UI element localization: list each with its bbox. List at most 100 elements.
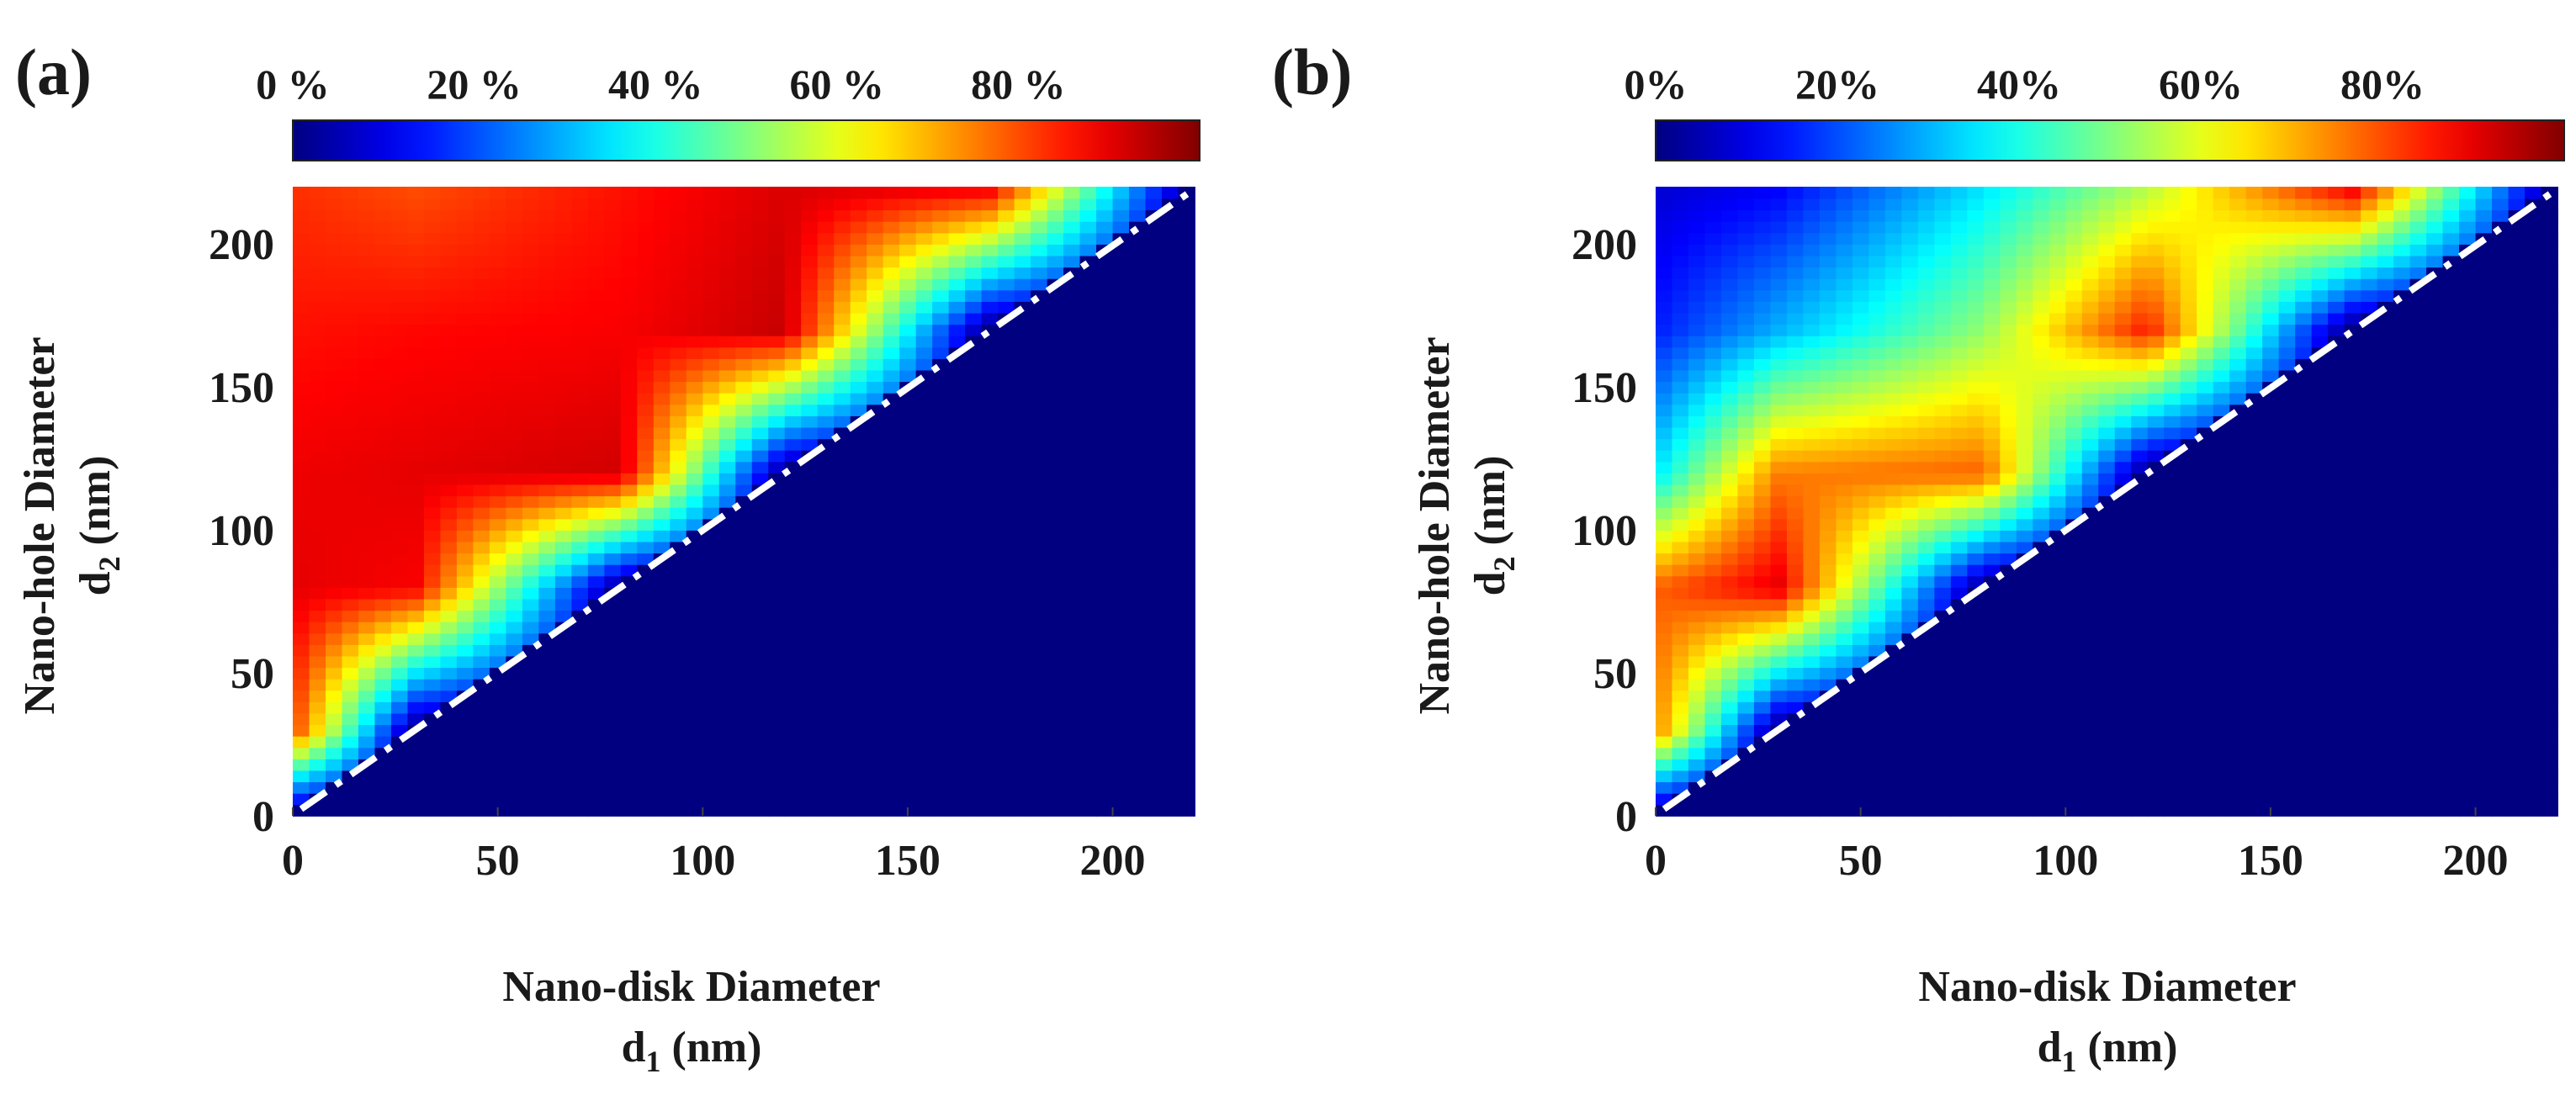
heatmap-cell xyxy=(2278,701,2297,714)
heatmap-cell xyxy=(1901,541,1919,554)
heatmap-cell xyxy=(620,244,639,257)
heatmap-cell xyxy=(1129,473,1147,485)
heatmap-cell xyxy=(653,301,671,314)
heatmap-cell xyxy=(932,392,950,405)
heatmap-cell xyxy=(1934,484,1952,497)
heatmap-cell xyxy=(834,804,851,817)
heatmap-cell xyxy=(1129,655,1147,669)
heatmap-cell xyxy=(834,461,851,473)
heatmap-cell xyxy=(2278,541,2297,554)
heatmap-cell xyxy=(718,781,737,794)
heatmap-cell xyxy=(1917,438,1936,451)
heatmap-cell xyxy=(358,438,376,451)
heatmap-cell xyxy=(1031,632,1048,645)
heatmap-cell xyxy=(1836,747,1853,759)
heatmap-cell xyxy=(1803,621,1821,634)
heatmap-cell xyxy=(390,244,409,257)
heatmap-cell xyxy=(1656,632,1673,645)
heatmap-cell xyxy=(2508,563,2526,577)
heatmap-cell xyxy=(981,518,999,531)
heatmap-cell xyxy=(981,587,999,600)
heatmap-cell xyxy=(604,404,622,416)
heatmap-cell xyxy=(2000,747,2017,759)
heatmap-cell xyxy=(2098,484,2116,497)
heatmap-cell xyxy=(423,495,442,508)
heatmap-cell xyxy=(325,690,343,702)
heatmap-cell xyxy=(2278,724,2297,737)
heatmap-cell xyxy=(1178,335,1195,348)
heatmap-cell xyxy=(1145,426,1163,440)
heatmap-cell xyxy=(2098,678,2116,691)
heatmap-cell xyxy=(456,655,474,669)
heatmap-cell xyxy=(522,209,540,222)
heatmap-cell xyxy=(2262,712,2280,726)
heatmap-cell xyxy=(718,198,737,211)
heatmap-cell xyxy=(686,770,704,783)
heatmap-cell xyxy=(2114,553,2133,565)
heatmap-cell xyxy=(620,804,639,817)
heatmap-cell xyxy=(1852,712,1870,726)
heatmap-cell xyxy=(293,701,310,714)
heatmap-cell xyxy=(538,461,556,473)
heatmap-cell xyxy=(899,598,917,611)
heatmap-cell xyxy=(554,232,573,245)
heatmap-cell xyxy=(2508,621,2526,634)
heatmap-cell xyxy=(1983,575,2001,588)
heatmap-cell xyxy=(817,701,835,714)
heatmap-cell xyxy=(735,187,753,199)
heatmap-cell xyxy=(2377,759,2394,771)
heatmap-cell xyxy=(489,267,507,279)
heatmap-cell xyxy=(342,587,359,600)
heatmap-cell xyxy=(899,198,917,211)
heatmap-cell xyxy=(1852,415,1870,428)
heatmap-cell xyxy=(2459,724,2477,737)
heatmap-cell xyxy=(915,244,934,257)
heatmap-cell xyxy=(718,553,737,565)
heatmap-cell xyxy=(407,530,425,542)
heatmap-cell xyxy=(718,712,737,726)
heatmap-cell xyxy=(2278,598,2297,611)
heatmap-cell xyxy=(571,804,589,817)
heatmap-cell xyxy=(948,187,967,199)
heatmap-cell xyxy=(834,495,851,508)
heatmap-cell xyxy=(1162,667,1179,680)
heatmap-cell xyxy=(554,553,573,565)
heatmap-cell xyxy=(1145,187,1163,199)
heatmap-cell xyxy=(522,701,540,714)
heatmap-cell xyxy=(1145,632,1163,645)
heatmap-cell xyxy=(1162,759,1179,771)
heatmap-cell xyxy=(407,712,425,726)
heatmap-cell xyxy=(768,781,786,794)
heatmap-cell xyxy=(718,278,737,291)
heatmap-cell xyxy=(1014,198,1031,211)
heatmap-cell xyxy=(932,632,950,645)
heatmap-cell xyxy=(1096,449,1114,463)
heatmap-cell xyxy=(2344,621,2362,634)
heatmap-cell xyxy=(620,255,639,268)
heatmap-cell xyxy=(637,541,655,554)
heatmap-cell xyxy=(2033,644,2050,657)
heatmap-cell xyxy=(670,804,687,817)
heatmap-cell xyxy=(801,244,819,257)
heatmap-cell xyxy=(850,553,868,565)
heatmap-cell xyxy=(965,449,983,463)
heatmap-cell xyxy=(620,770,639,783)
heatmap-cell xyxy=(883,621,901,634)
heatmap-cell xyxy=(1983,759,2001,771)
heatmap-cell xyxy=(1901,701,1919,714)
heatmap-cell xyxy=(604,220,622,234)
heatmap-cell xyxy=(686,587,704,600)
heatmap-cell xyxy=(2213,610,2231,622)
heatmap-cell xyxy=(604,301,622,314)
heatmap-cell xyxy=(2114,759,2133,771)
heatmap-cell xyxy=(1047,324,1064,336)
heatmap-cell xyxy=(473,346,490,359)
heatmap-cell xyxy=(620,461,639,473)
heatmap-cell xyxy=(1934,644,1952,657)
heatmap-cell xyxy=(2000,598,2017,611)
heatmap-cell xyxy=(2508,553,2526,565)
heatmap-cell xyxy=(2098,701,2116,714)
heatmap-cell xyxy=(2459,575,2477,588)
heatmap-cell xyxy=(1112,220,1130,234)
heatmap-cell xyxy=(850,541,868,554)
